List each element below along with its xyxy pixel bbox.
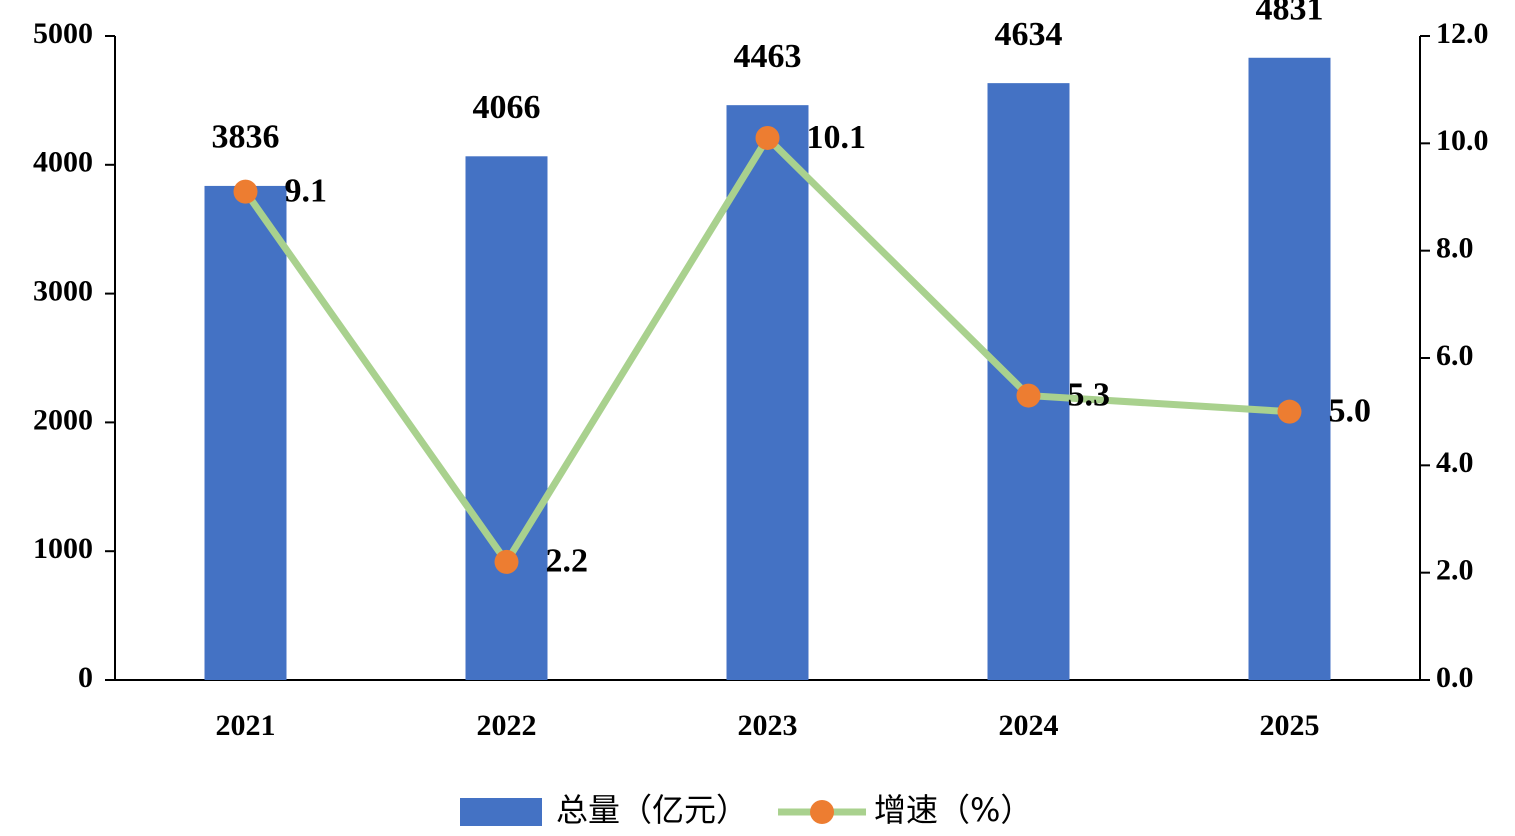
line-value-label: 9.1 xyxy=(285,172,328,209)
y2-tick-label: 12.0 xyxy=(1436,17,1489,50)
y2-tick-label: 10.0 xyxy=(1436,124,1489,157)
line-value-label: 5.0 xyxy=(1329,392,1372,429)
bar-value-label: 4066 xyxy=(473,89,541,126)
x-tick-label: 2025 xyxy=(1260,709,1320,742)
line-marker xyxy=(1016,383,1041,408)
y2-tick-label: 0.0 xyxy=(1436,661,1474,694)
bar xyxy=(465,156,548,680)
y-tick-label: 3000 xyxy=(33,274,93,307)
legend-marker xyxy=(810,800,835,824)
y-tick-label: 1000 xyxy=(33,532,93,565)
line-value-label: 2.2 xyxy=(546,543,589,580)
bar xyxy=(726,105,809,681)
line-marker xyxy=(755,125,780,150)
line-marker xyxy=(1277,399,1302,424)
line-marker xyxy=(233,179,258,204)
bar xyxy=(1248,57,1331,680)
bar-value-label: 4831 xyxy=(1256,0,1324,28)
bar-value-label: 4634 xyxy=(995,16,1063,53)
line-marker xyxy=(494,549,519,574)
legend-label: 增速（%） xyxy=(874,791,1032,829)
x-tick-label: 2022 xyxy=(477,709,537,742)
bar-value-label: 3836 xyxy=(212,119,280,156)
x-tick-label: 2024 xyxy=(999,709,1059,742)
y-tick-label: 0 xyxy=(78,661,93,694)
y2-tick-label: 6.0 xyxy=(1436,339,1474,372)
line-value-label: 5.3 xyxy=(1068,376,1111,413)
y2-tick-label: 8.0 xyxy=(1436,232,1474,265)
bar xyxy=(987,83,1070,680)
y-tick-label: 2000 xyxy=(33,403,93,436)
legend-swatch xyxy=(460,798,542,826)
x-tick-label: 2021 xyxy=(216,709,276,742)
x-tick-label: 2023 xyxy=(738,709,798,742)
y2-tick-label: 2.0 xyxy=(1436,554,1474,587)
y2-tick-label: 4.0 xyxy=(1436,446,1474,479)
bar-value-label: 4463 xyxy=(734,38,802,75)
line-value-label: 10.1 xyxy=(807,119,867,156)
legend-label: 总量（亿元） xyxy=(556,791,748,829)
y-tick-label: 4000 xyxy=(33,146,93,179)
y-tick-label: 5000 xyxy=(33,17,93,50)
bar xyxy=(204,185,287,680)
